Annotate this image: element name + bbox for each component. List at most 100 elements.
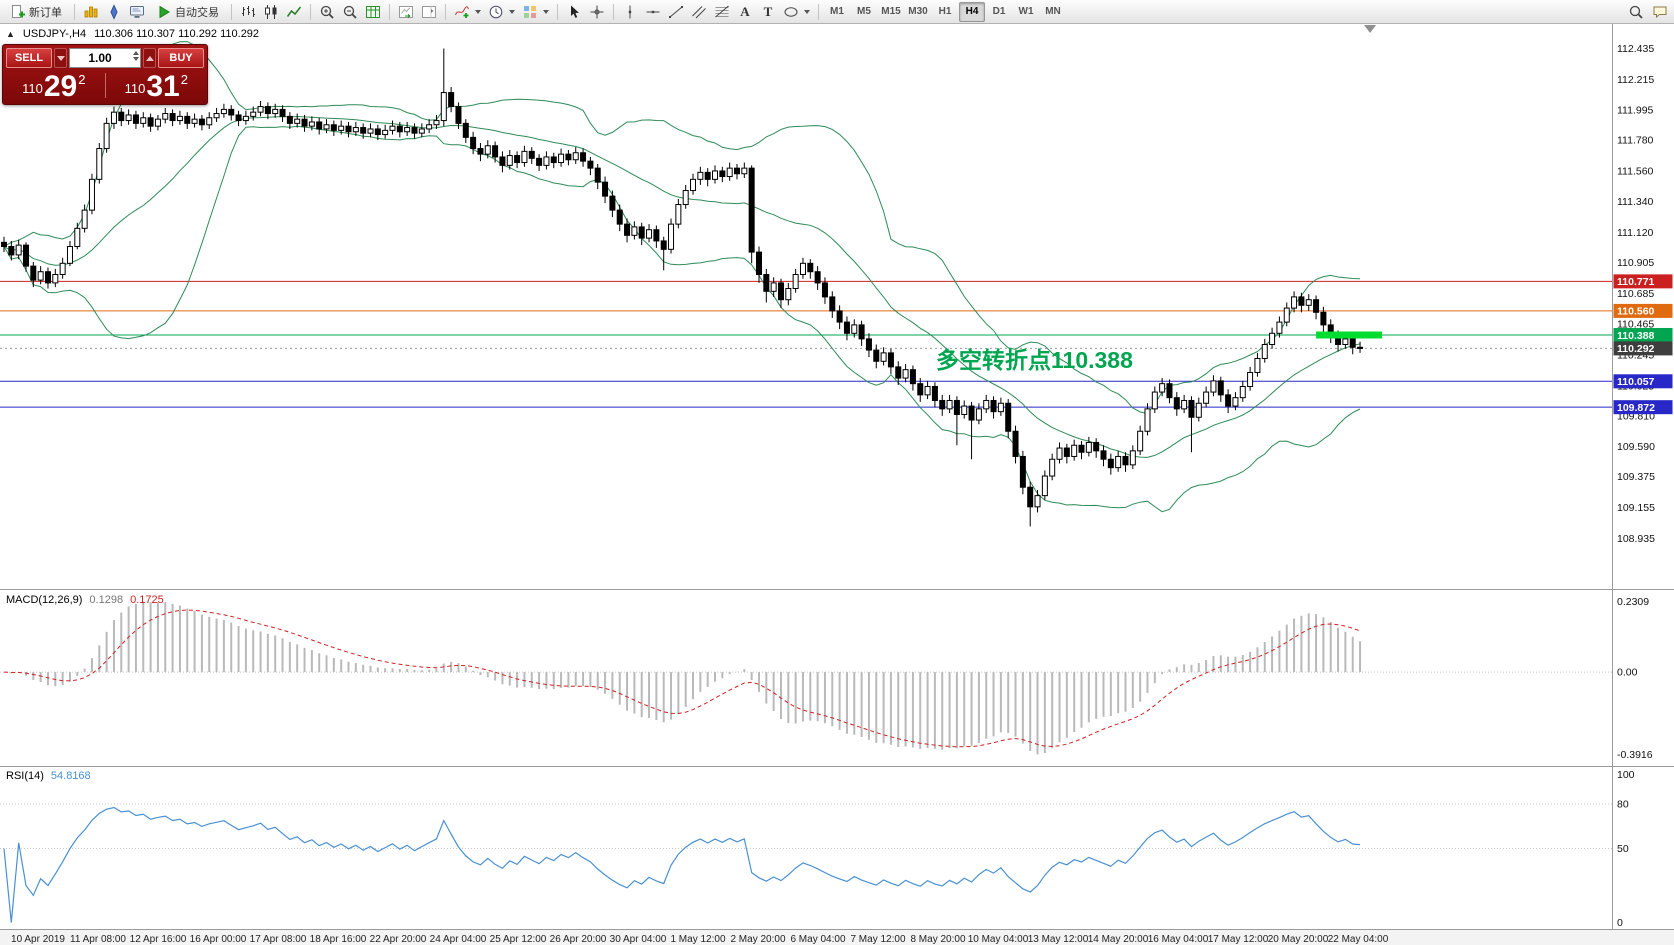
timeframe-button-w1[interactable]: W1 (1018, 6, 1034, 17)
timeframe-button-h1[interactable]: H1 (938, 6, 952, 17)
buy-price-prefix: 110 (124, 81, 146, 96)
macd-histogram (10, 601, 1362, 755)
price-tag (1613, 341, 1673, 356)
timeframe-button-m5[interactable]: M5 (857, 6, 871, 17)
sell-price-display[interactable]: 110 29 2 (6, 70, 102, 102)
volume-input[interactable] (69, 48, 141, 68)
time-axis[interactable] (0, 930, 1674, 945)
price-tag (1613, 327, 1673, 342)
time-label: 13 May 12:00 (1028, 934, 1089, 945)
zoom-in-button[interactable] (316, 2, 338, 22)
time-label: 16 Apr 00:00 (190, 934, 247, 945)
time-label: 30 Apr 04:00 (610, 934, 667, 945)
bar-chart-button[interactable] (237, 2, 259, 22)
crosshair-button[interactable] (586, 2, 608, 22)
pivot-annotation-text[interactable]: 多空转折点110.388 (936, 347, 1133, 373)
price-tag (1613, 303, 1673, 318)
candlestick-chart-button[interactable] (260, 2, 282, 22)
autotrading-label: 自动交易 (175, 6, 219, 19)
toolbar-separator (310, 3, 311, 20)
crosshair-icon (590, 5, 604, 18)
bollinger-upper-band[interactable] (3, 41, 1361, 415)
trendline-button[interactable] (665, 2, 687, 22)
spinner-up-icon[interactable] (133, 51, 139, 55)
market-watch-button[interactable] (80, 2, 102, 22)
ellipse-shape-icon (784, 6, 798, 17)
bar-chart-icon (242, 5, 255, 17)
rsi-indicator-label: RSI(14) 54.8168 (6, 770, 91, 782)
dropdown-arrow-icon[interactable] (509, 9, 515, 14)
navigator-button[interactable] (103, 2, 125, 22)
time-axis-labels[interactable]: 10 Apr 2019 11 Apr 08:00 12 Apr 16:00 16 Ap… (11, 934, 1389, 945)
chart-background[interactable] (0, 24, 1674, 945)
vertical-line-button[interactable] (619, 2, 641, 22)
timeframe-button-m1[interactable]: M1 (830, 6, 844, 17)
candlestick-chart-icon (265, 4, 277, 19)
timeframe-button-d1[interactable]: D1 (992, 6, 1006, 17)
autotrading-button[interactable]: 自动交易 (149, 2, 226, 22)
chart-shift-button[interactable] (418, 2, 440, 22)
search-button[interactable] (1625, 2, 1647, 22)
chat-button[interactable] (1649, 2, 1671, 22)
trendline-icon (669, 5, 683, 18)
label-tool-button[interactable]: T (757, 2, 779, 22)
horizontal-line-button[interactable] (642, 2, 664, 22)
periods-button[interactable] (485, 2, 518, 22)
one-click-collapse-icon[interactable]: ▲ (6, 29, 15, 39)
terminal-icon (130, 5, 144, 18)
time-label: 16 May 04:00 (1148, 934, 1209, 945)
buy-price-display[interactable]: 110 31 2 (109, 70, 205, 102)
sell-price-sup: 2 (78, 72, 86, 87)
rsi-name: RSI(14) (6, 770, 44, 782)
timeframe-button-h4[interactable]: H4 (959, 1, 985, 22)
shapes-button[interactable] (780, 2, 813, 22)
spinner-down-icon[interactable] (133, 57, 139, 61)
indicators-button[interactable] (451, 2, 484, 22)
templates-button[interactable] (519, 2, 552, 22)
auto-scroll-button[interactable] (395, 2, 417, 22)
indicator-list-button[interactable] (362, 2, 384, 22)
new-order-button[interactable]: 新订单 (3, 2, 69, 22)
volume-increase-button[interactable] (143, 48, 156, 68)
dropdown-arrow-icon[interactable] (804, 9, 810, 14)
cursor-icon (571, 5, 579, 18)
buy-price-sup: 2 (180, 72, 188, 87)
toolbar-separator (613, 3, 614, 20)
line-chart-button[interactable] (283, 2, 305, 22)
macd-signal-value: 0.1725 (130, 594, 164, 606)
time-label: 22 May 04:00 (1328, 934, 1389, 945)
cursor-button[interactable] (563, 2, 585, 22)
timeframe-button-m30[interactable]: M30 (908, 6, 928, 17)
toolbar-separator (74, 3, 75, 20)
volume-spinner[interactable] (133, 51, 139, 61)
bollinger-lower-band[interactable] (3, 125, 1361, 513)
line-chart-icon (286, 6, 302, 17)
timeframe-button-m15[interactable]: M15 (881, 6, 901, 17)
sell-button[interactable]: SELL (6, 48, 52, 68)
search-icon (1629, 5, 1643, 19)
chart-shift-marker[interactable] (1364, 25, 1377, 33)
one-click-price-row: 110 29 2 110 31 2 (6, 70, 205, 102)
dropdown-arrow-icon[interactable] (475, 9, 481, 14)
rsi-axis-label: 80 (1617, 799, 1629, 811)
fibonacci-button[interactable] (711, 2, 733, 22)
svg-text:111.560: 111.560 (1617, 165, 1654, 177)
price-tag-label: 110.560 (1617, 306, 1655, 318)
buy-button[interactable]: BUY (158, 48, 204, 68)
time-label: 1 May 12:00 (670, 934, 725, 945)
text-tool-button[interactable]: A (734, 2, 756, 22)
navigator-icon (110, 3, 118, 20)
chart-canvas[interactable]: 112.435 112.215 111.995 111.780 111.560 111.3… (0, 24, 1674, 945)
time-label: 6 May 04:00 (790, 934, 845, 945)
time-label: 12 Apr 16:00 (130, 934, 187, 945)
time-label: 17 May 12:00 (1208, 934, 1269, 945)
channel-button[interactable] (688, 2, 710, 22)
zoom-out-button[interactable] (339, 2, 361, 22)
time-label: 10 May 04:00 (968, 934, 1029, 945)
price-tag-label: 109.872 (1617, 402, 1655, 414)
volume-decrease-button[interactable] (54, 48, 67, 68)
dropdown-arrow-icon[interactable] (543, 9, 549, 14)
toolbar-right-group (1625, 2, 1671, 22)
terminal-button[interactable] (126, 2, 148, 22)
timeframe-button-mn[interactable]: MN (1045, 6, 1061, 17)
